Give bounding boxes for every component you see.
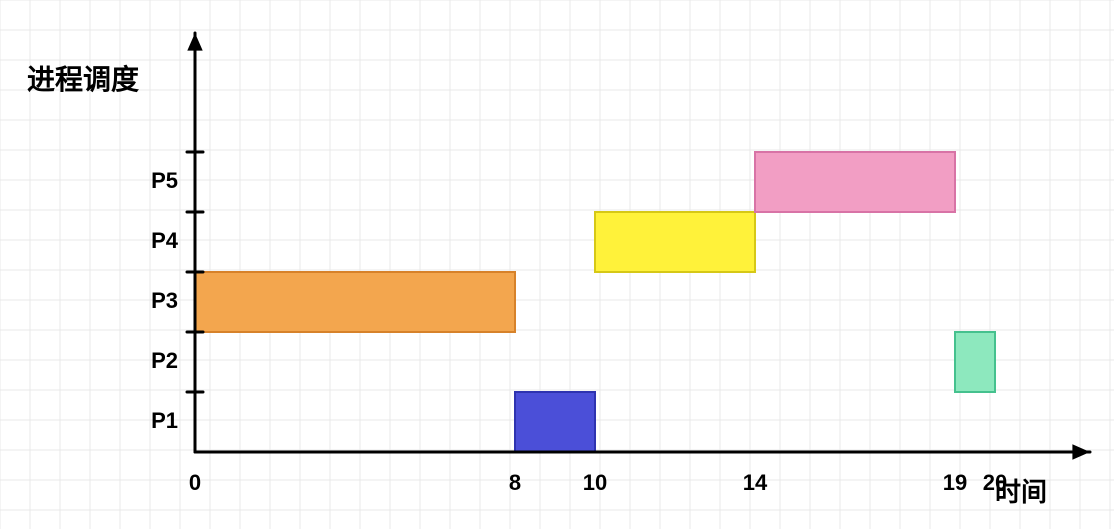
xtick-label-8: 8 (509, 470, 521, 495)
bar-p4 (595, 212, 755, 272)
xtick-label-10: 10 (583, 470, 607, 495)
ytick-label-p5: P5 (151, 168, 178, 193)
bar-p5 (755, 152, 955, 212)
bar-p1 (515, 392, 595, 452)
bars-group (195, 152, 995, 452)
xtick-label-19: 19 (943, 470, 967, 495)
xtick-label-14: 14 (743, 470, 768, 495)
xtick-label-0: 0 (189, 470, 201, 495)
ytick-label-p4: P4 (151, 228, 179, 253)
gantt-chart: P1 P2 P3 P4 P5 0 8 10 14 19 20 (0, 0, 1114, 529)
ytick-label-p2: P2 (151, 348, 178, 373)
bar-p3 (195, 272, 515, 332)
ytick-label-p3: P3 (151, 288, 178, 313)
xtick-label-20: 20 (983, 470, 1007, 495)
bar-p2 (955, 332, 995, 392)
ytick-label-p1: P1 (151, 408, 178, 433)
